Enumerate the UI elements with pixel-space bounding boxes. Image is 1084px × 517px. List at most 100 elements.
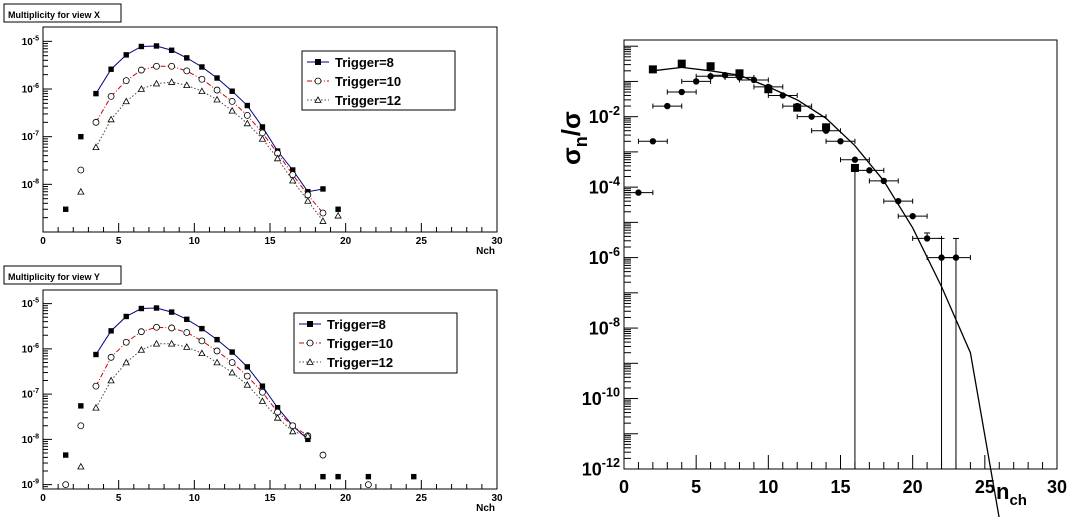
data-point	[304, 197, 312, 204]
data-point	[63, 206, 69, 212]
x-tick-label: 25	[416, 236, 428, 247]
data-point	[866, 167, 873, 174]
x-tick-label: 5	[116, 236, 122, 247]
data-point	[334, 211, 342, 219]
data-point	[244, 364, 250, 370]
y-tick-label-mantissa: 10	[22, 344, 34, 355]
y-axis-label: σn/σ	[556, 111, 591, 165]
data-point	[923, 235, 931, 242]
data-point	[107, 115, 115, 123]
data-point	[837, 138, 844, 145]
data-point	[167, 78, 176, 85]
data-point	[259, 383, 266, 389]
y-tick-label-exponent: -8	[33, 433, 39, 440]
data-point	[228, 106, 236, 114]
data-point	[228, 359, 236, 366]
data-point	[319, 451, 327, 459]
data-point	[304, 431, 312, 439]
data-point	[168, 47, 175, 53]
y-tick-label: 10-12	[582, 456, 620, 479]
legend-label: Trigger=12	[335, 93, 401, 108]
plot-view-x: 0 5 10 15 20 25 3010-810-710-610-5Multiplicity…	[3, 3, 503, 257]
data-point	[259, 388, 266, 396]
data-point	[62, 481, 70, 489]
data-point	[243, 381, 251, 388]
series-line	[95, 343, 308, 437]
data-point	[706, 62, 715, 71]
y-tick-label-mantissa: 10	[22, 480, 34, 491]
legend-marker	[315, 59, 321, 65]
x-tick-label: 0	[619, 477, 629, 497]
y-tick-label: 10-5	[22, 35, 39, 48]
data-point	[229, 349, 235, 355]
plot-frame	[623, 39, 1058, 470]
data-point	[213, 86, 221, 94]
y-label-main: σ	[556, 147, 586, 165]
y-tick-label-mantissa: 10	[589, 177, 609, 197]
data-point	[273, 413, 282, 421]
x-tick-label: 20	[903, 477, 923, 497]
data-point	[364, 481, 372, 489]
data-point	[167, 339, 176, 347]
data-point	[122, 358, 130, 366]
series-trigger-12	[77, 78, 342, 224]
y-tick-label-mantissa: 10	[22, 299, 34, 310]
y-tick-label-mantissa: 10	[22, 180, 34, 191]
y-tick-label-exponent: -7	[33, 131, 39, 138]
y-tick-label-mantissa: 10	[22, 132, 34, 143]
data-point	[92, 382, 100, 390]
data-point	[168, 324, 176, 332]
data-point	[138, 43, 145, 50]
data-point	[229, 88, 235, 94]
data-point	[168, 62, 176, 70]
y-tick-label-mantissa: 10	[589, 107, 609, 127]
data-point	[108, 328, 114, 334]
legend-marker	[306, 358, 314, 365]
x-tick-label: 30	[1047, 477, 1067, 497]
data-point	[244, 102, 250, 109]
series-trigger-8	[63, 43, 341, 212]
data-point	[78, 133, 84, 140]
data-point	[92, 143, 100, 151]
y-tick-label-mantissa: 10	[589, 248, 609, 268]
data-point	[677, 59, 686, 68]
data-point	[183, 329, 191, 336]
y-tick-label: 10-10	[582, 386, 620, 409]
y-tick-label: 10-8	[22, 178, 39, 191]
series-line	[95, 326, 309, 437]
data-point	[304, 191, 312, 199]
data-point	[77, 166, 85, 174]
title-box	[3, 3, 122, 23]
title-box	[3, 265, 122, 285]
data-point	[137, 66, 145, 74]
series-line	[95, 45, 324, 193]
y-tick-label: 10-7	[22, 131, 39, 144]
data-point	[122, 77, 130, 85]
data-point	[198, 75, 206, 83]
y-tick-label-exponent: -10	[602, 386, 620, 400]
legend-marker	[314, 96, 322, 103]
data-point	[107, 353, 115, 361]
data-point	[335, 473, 341, 480]
legend-label: Trigger=8	[335, 55, 394, 70]
plot-view-y: 0 5 10 15 20 25 3010-910-810-710-610-5Multipli…	[3, 265, 503, 514]
data-point	[243, 111, 251, 119]
data-point	[909, 212, 916, 220]
data-point	[320, 186, 326, 192]
y-tick-label-mantissa: 10	[22, 390, 34, 401]
data-point	[198, 349, 206, 357]
data-point	[305, 436, 311, 443]
data-point	[93, 90, 99, 97]
y-tick-label-mantissa: 10	[582, 459, 602, 479]
data-point	[808, 113, 815, 120]
plot-cross-section: 0 5 10 15 20 25 3010-1210-1010-810-610-410-2σn…	[556, 39, 1067, 517]
y-tick-label-exponent: -8	[609, 315, 620, 329]
data-point	[635, 189, 642, 196]
y-tick-label: 10-9	[22, 479, 39, 492]
data-point	[138, 305, 145, 312]
x-tick-label: 20	[340, 493, 352, 504]
data-point	[335, 206, 341, 212]
y-tick-label: 10-2	[589, 104, 620, 127]
data-point	[214, 75, 220, 81]
data-point	[214, 336, 220, 343]
